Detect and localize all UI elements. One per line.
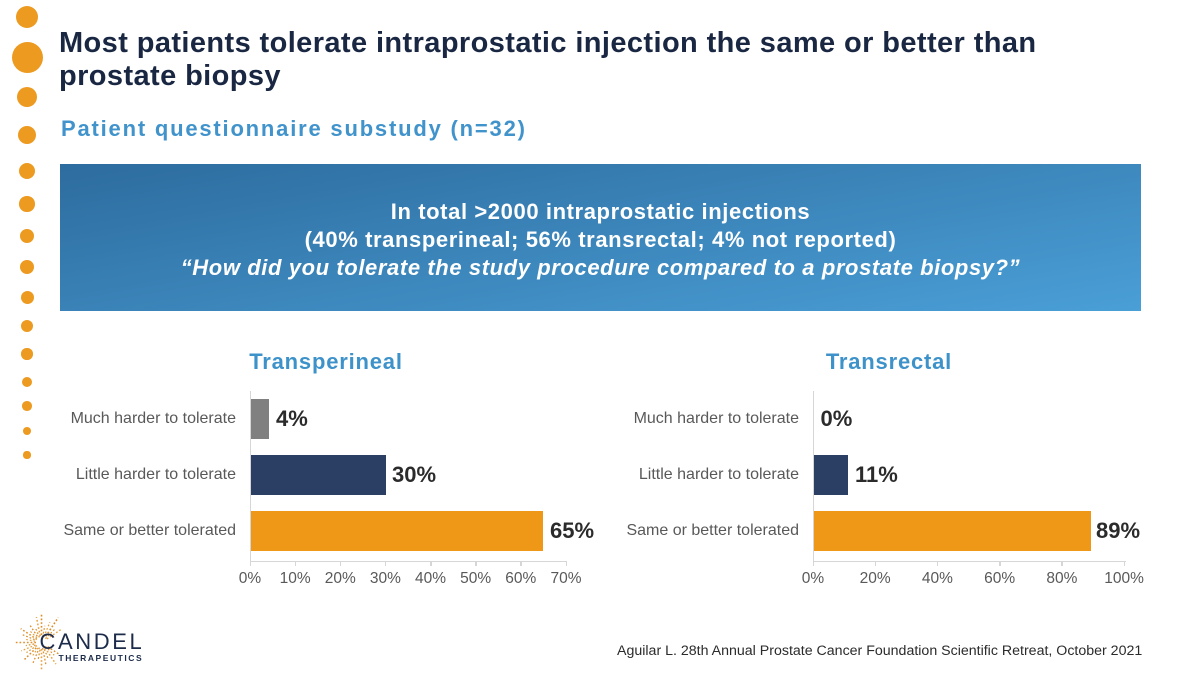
svg-text:CANDEL: CANDEL xyxy=(40,629,145,654)
svg-text:THERAPEUTICS: THERAPEUTICS xyxy=(59,653,144,663)
